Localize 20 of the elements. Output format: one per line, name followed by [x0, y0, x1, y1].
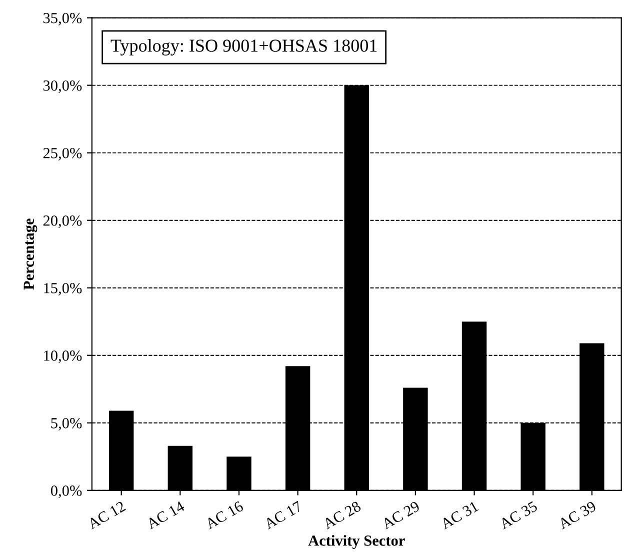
y-tick-label: 10,0% — [44, 350, 82, 364]
y-tick-label: 15,0% — [44, 282, 82, 296]
x-tick-label: AC 16 — [204, 500, 244, 530]
y-tick-label: 0,0% — [50, 486, 82, 498]
y-tick-label: 25,0% — [43, 148, 82, 160]
x-tick-label: AC 31 — [440, 500, 479, 530]
x-tick-label: AC 17 — [263, 500, 303, 530]
y-axis-title: Percentage — [24, 218, 38, 290]
annotation: Typology: ISO 9001+OHSAS 18001 — [110, 39, 377, 56]
y-tick-label: 35,0% — [43, 12, 82, 26]
x-tick-label: AC 12 — [86, 500, 126, 530]
y-tick-label: 20,0% — [43, 215, 82, 228]
y-tick-label: 30,0% — [43, 80, 82, 93]
x-tick-label: AC 28 — [322, 500, 362, 530]
x-tick-label: AC 29 — [380, 500, 420, 530]
x-axis-title: Activity Sector — [308, 535, 405, 549]
y-tick-label: 5,0% — [51, 418, 82, 431]
x-tick-label: AC 39 — [557, 500, 597, 530]
x-tick-label: AC 14 — [146, 500, 186, 530]
x-tick-label: AC 35 — [498, 500, 538, 530]
